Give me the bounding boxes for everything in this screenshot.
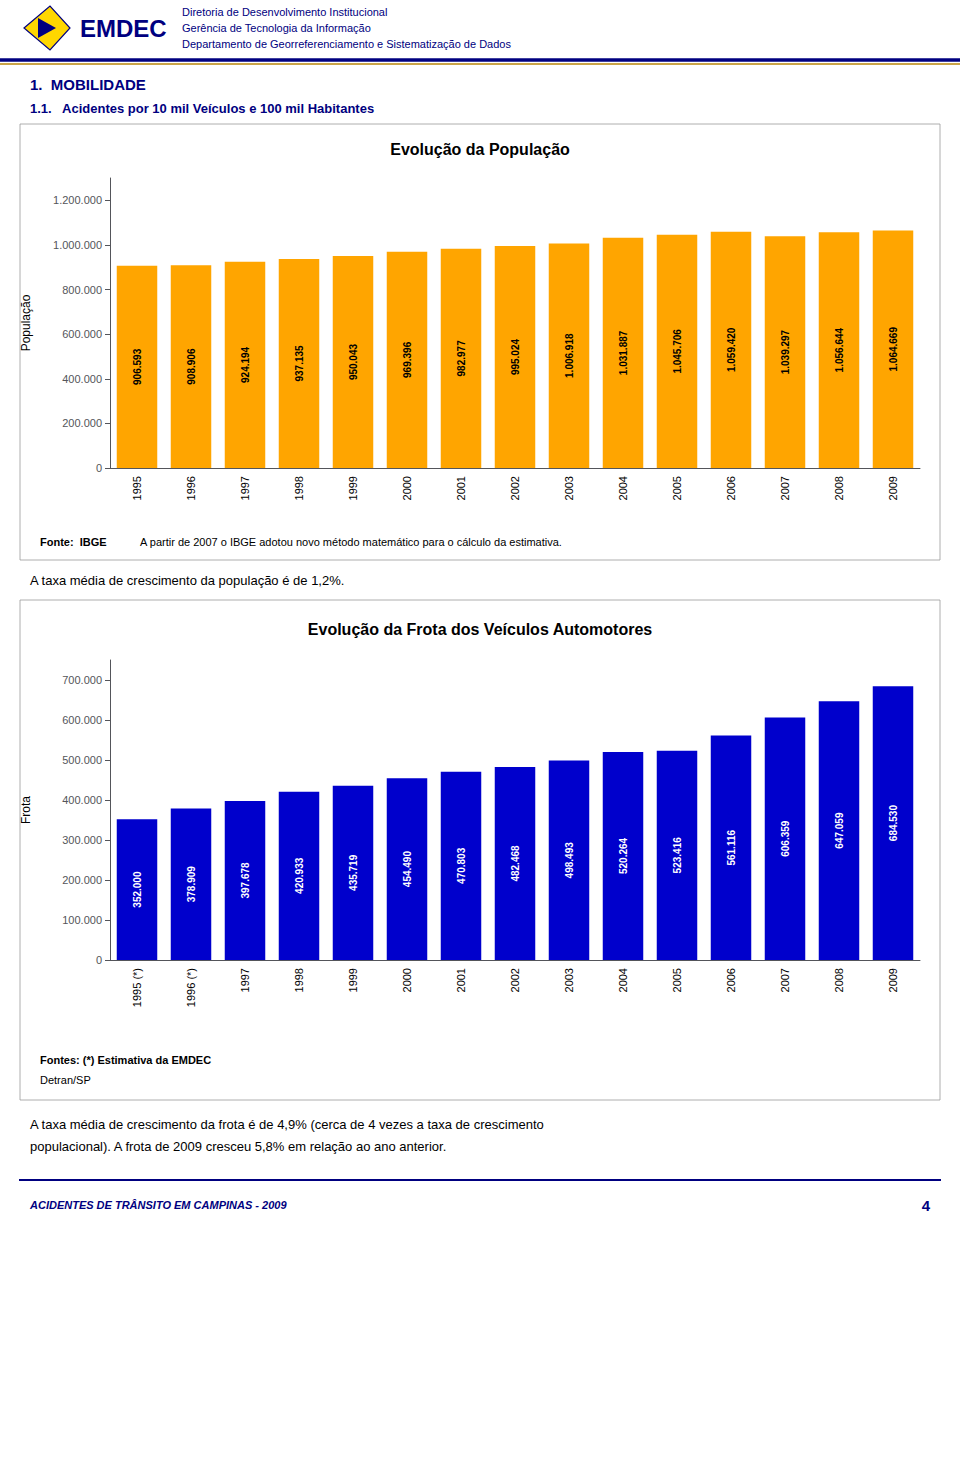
svg-text:A partir de 2007 o IBGE adotou: A partir de 2007 o IBGE adotou novo méto… xyxy=(140,536,562,548)
svg-text:2004: 2004 xyxy=(617,968,629,992)
svg-text:2001: 2001 xyxy=(455,476,467,500)
svg-text:498.493: 498.493 xyxy=(564,842,575,879)
svg-text:1997: 1997 xyxy=(239,968,251,992)
svg-text:Detran/SP: Detran/SP xyxy=(40,1074,91,1086)
svg-text:420.933: 420.933 xyxy=(294,857,305,894)
svg-text:684.530: 684.530 xyxy=(888,805,899,842)
svg-text:Departamento de Georreferencia: Departamento de Georreferenciamento e Si… xyxy=(182,38,511,50)
svg-text:A taxa média de crescimento da: A taxa média de crescimento da frota é d… xyxy=(30,1117,544,1132)
svg-text:A taxa média de crescimento da: A taxa média de crescimento da população… xyxy=(30,573,344,588)
svg-text:Fontes: (*) Estimativa da EMDE: Fontes: (*) Estimativa da EMDEC xyxy=(40,1054,211,1066)
svg-text:1.031.887: 1.031.887 xyxy=(618,330,629,375)
svg-text:969.396: 969.396 xyxy=(402,341,413,378)
svg-text:ACIDENTES DE TRÂNSITO EM CAMPI: ACIDENTES DE TRÂNSITO EM CAMPINAS - 2009 xyxy=(29,1199,287,1211)
svg-text:1995 (*): 1995 (*) xyxy=(131,968,143,1007)
svg-text:1997: 1997 xyxy=(239,476,251,500)
svg-text:400.000: 400.000 xyxy=(62,794,102,806)
svg-text:Diretoria de Desenvolvimento I: Diretoria de Desenvolvimento Institucion… xyxy=(182,6,387,18)
svg-text:647.059: 647.059 xyxy=(834,812,845,849)
svg-text:populacional). A frota de 2009: populacional). A frota de 2009 cresceu 5… xyxy=(30,1139,446,1154)
svg-text:1.064.669: 1.064.669 xyxy=(888,327,899,372)
svg-text:2008: 2008 xyxy=(833,968,845,992)
svg-text:470.803: 470.803 xyxy=(456,847,467,884)
svg-text:2004: 2004 xyxy=(617,476,629,500)
svg-text:1.1. Acidentes por 10 mil Ve: 1.1. Acidentes por 10 mil Veículos e 100… xyxy=(30,101,374,116)
svg-text:995.024: 995.024 xyxy=(510,339,521,376)
svg-text:300.000: 300.000 xyxy=(62,834,102,846)
svg-text:2008: 2008 xyxy=(833,476,845,500)
svg-text:435.719: 435.719 xyxy=(348,854,359,891)
svg-text:2002: 2002 xyxy=(509,968,521,992)
svg-text:2009: 2009 xyxy=(887,968,899,992)
svg-text:2006: 2006 xyxy=(725,476,737,500)
svg-text:1.059.420: 1.059.420 xyxy=(726,327,737,372)
svg-text:População: População xyxy=(19,294,33,351)
svg-text:924.194: 924.194 xyxy=(240,346,251,383)
svg-text:Evolução da Frota dos Veículos: Evolução da Frota dos Veículos Automotor… xyxy=(308,621,652,638)
svg-text:2003: 2003 xyxy=(563,968,575,992)
svg-text:2001: 2001 xyxy=(455,968,467,992)
svg-text:950.043: 950.043 xyxy=(348,344,359,381)
svg-text:523.416: 523.416 xyxy=(672,837,683,874)
svg-text:0: 0 xyxy=(96,954,102,966)
svg-text:600.000: 600.000 xyxy=(62,714,102,726)
svg-text:482.468: 482.468 xyxy=(510,845,521,882)
svg-text:1995: 1995 xyxy=(131,476,143,500)
svg-text:937.135: 937.135 xyxy=(294,345,305,382)
svg-text:2006: 2006 xyxy=(725,968,737,992)
svg-text:2000: 2000 xyxy=(401,476,413,500)
svg-text:1.045.706: 1.045.706 xyxy=(672,329,683,374)
svg-text:1996 (*): 1996 (*) xyxy=(185,968,197,1007)
svg-text:1.006.918: 1.006.918 xyxy=(564,333,575,378)
svg-text:2007: 2007 xyxy=(779,476,791,500)
svg-text:2005: 2005 xyxy=(671,476,683,500)
svg-text:2003: 2003 xyxy=(563,476,575,500)
svg-text:400.000: 400.000 xyxy=(62,373,102,385)
svg-text:1.056.644: 1.056.644 xyxy=(834,327,845,372)
svg-text:600.000: 600.000 xyxy=(62,328,102,340)
svg-text:1999: 1999 xyxy=(347,968,359,992)
svg-text:Fonte: IBGE: Fonte: IBGE xyxy=(40,536,107,548)
svg-text:500.000: 500.000 xyxy=(62,754,102,766)
svg-text:800.000: 800.000 xyxy=(62,284,102,296)
svg-text:200.000: 200.000 xyxy=(62,417,102,429)
svg-text:520.264: 520.264 xyxy=(618,837,629,874)
svg-text:200.000: 200.000 xyxy=(62,874,102,886)
svg-text:100.000: 100.000 xyxy=(62,914,102,926)
svg-text:Frota: Frota xyxy=(19,796,33,824)
svg-text:1.000.000: 1.000.000 xyxy=(53,239,102,251)
svg-text:397.678: 397.678 xyxy=(240,862,251,899)
svg-text:1998: 1998 xyxy=(293,968,305,992)
svg-text:1.200.000: 1.200.000 xyxy=(53,194,102,206)
svg-text:700.000: 700.000 xyxy=(62,674,102,686)
svg-text:1996: 1996 xyxy=(185,476,197,500)
svg-text:378.909: 378.909 xyxy=(186,866,197,903)
svg-text:1998: 1998 xyxy=(293,476,305,500)
svg-text:2000: 2000 xyxy=(401,968,413,992)
svg-text:0: 0 xyxy=(96,462,102,474)
svg-text:1. MOBILIDADE: 1. MOBILIDADE xyxy=(30,76,146,93)
svg-text:2007: 2007 xyxy=(779,968,791,992)
svg-text:4: 4 xyxy=(922,1197,931,1214)
svg-text:2005: 2005 xyxy=(671,968,683,992)
svg-text:EMDEC: EMDEC xyxy=(80,15,167,42)
svg-text:2009: 2009 xyxy=(887,476,899,500)
svg-text:908.906: 908.906 xyxy=(186,348,197,385)
svg-text:1999: 1999 xyxy=(347,476,359,500)
svg-text:352.000: 352.000 xyxy=(132,871,143,908)
svg-text:Evolução da População: Evolução da População xyxy=(390,141,570,158)
svg-text:561.116: 561.116 xyxy=(726,830,737,866)
svg-text:982.977: 982.977 xyxy=(456,340,467,377)
svg-text:1.039.297: 1.039.297 xyxy=(780,329,791,374)
svg-text:606.359: 606.359 xyxy=(780,820,791,857)
svg-text:454.490: 454.490 xyxy=(402,851,413,888)
svg-text:Gerência de Tecnologia da Info: Gerência de Tecnologia da Informação xyxy=(182,22,371,34)
svg-text:906.593: 906.593 xyxy=(132,348,143,385)
svg-text:2002: 2002 xyxy=(509,476,521,500)
